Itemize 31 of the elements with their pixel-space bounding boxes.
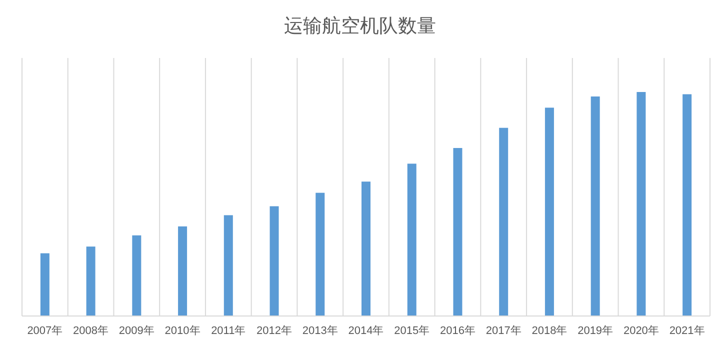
bar <box>499 128 508 316</box>
x-tick-label: 2011年 <box>211 325 246 337</box>
bar <box>316 192 325 316</box>
bar <box>178 226 188 316</box>
bar <box>132 235 142 316</box>
x-tick-label: 2018年 <box>532 325 568 337</box>
chart-title: 运输航空机队数量 <box>284 15 436 37</box>
bar <box>544 108 554 316</box>
x-tick-label: 2008年 <box>73 325 109 337</box>
x-tick-label: 2009年 <box>118 325 154 337</box>
x-tick-label: 2016年 <box>440 325 476 337</box>
bar <box>636 92 646 316</box>
x-tick-label: 2015年 <box>394 325 430 337</box>
bar <box>270 206 279 316</box>
x-tick-label: 2007年 <box>27 325 63 337</box>
x-tick-label: 2017年 <box>486 325 522 337</box>
bar <box>453 148 462 316</box>
bar <box>590 96 600 316</box>
x-tick-label: 2021年 <box>669 325 705 337</box>
x-tick-label: 2019年 <box>578 325 614 337</box>
bar <box>224 215 233 316</box>
bar <box>682 94 692 316</box>
bar <box>407 164 416 316</box>
x-tick-label: 2012年 <box>256 325 292 337</box>
x-tick-label: 2013年 <box>302 325 338 337</box>
x-tick-label: 2014年 <box>348 325 384 337</box>
x-tick-label: 2010年 <box>164 325 200 337</box>
bar <box>362 182 370 316</box>
bar <box>86 246 96 316</box>
bar <box>40 253 50 316</box>
x-tick-label: 2020年 <box>623 325 659 337</box>
